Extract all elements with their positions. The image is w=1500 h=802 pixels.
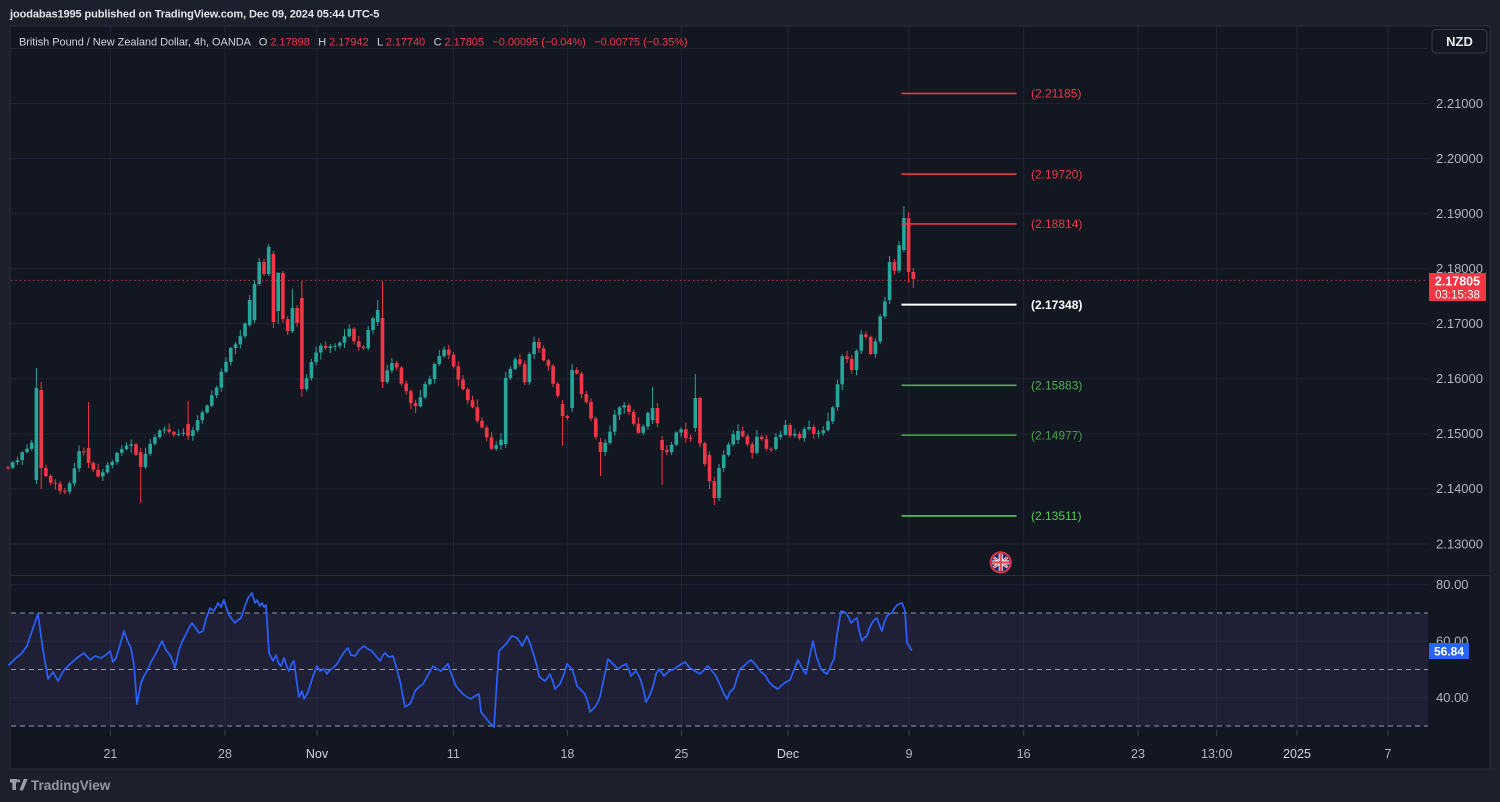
svg-text:2.15000: 2.15000 [1436,426,1483,441]
svg-text:2.14000: 2.14000 [1436,481,1483,496]
svg-text:Nov: Nov [306,747,329,761]
svg-text:2.17000: 2.17000 [1436,316,1483,331]
svg-text:2.18000: 2.18000 [1436,261,1483,276]
svg-text:40.00: 40.00 [1436,690,1469,705]
svg-text:23: 23 [1131,747,1145,761]
svg-text:80.00: 80.00 [1436,577,1469,592]
svg-text:2.19000: 2.19000 [1436,206,1483,221]
svg-text:21: 21 [103,747,117,761]
svg-text:2025: 2025 [1283,747,1311,761]
svg-text:9: 9 [906,747,913,761]
svg-text:7: 7 [1385,747,1392,761]
svg-text:13:00: 13:00 [1201,747,1232,761]
svg-text:(2.14977): (2.14977) [1031,429,1082,443]
svg-text:18: 18 [560,747,574,761]
svg-text:56.84: 56.84 [1434,644,1464,658]
svg-text:2.21000: 2.21000 [1436,96,1483,111]
svg-text:2.13000: 2.13000 [1436,536,1483,551]
svg-text:(2.15883): (2.15883) [1031,379,1082,393]
svg-text:28: 28 [218,747,232,761]
svg-text:25: 25 [674,747,688,761]
svg-text:TradingView: TradingView [31,778,111,793]
svg-text:2.20000: 2.20000 [1436,151,1483,166]
svg-text:(2.18814): (2.18814) [1031,217,1082,231]
svg-text:2.17805: 2.17805 [1435,275,1480,289]
svg-text:03:15:38: 03:15:38 [1435,290,1480,302]
svg-text:Dec: Dec [777,747,799,761]
svg-text:British Pound / New Zealand Do: British Pound / New Zealand Dollar, 4h, … [19,37,688,49]
svg-text:(2.13511): (2.13511) [1031,509,1081,523]
svg-text:NZD: NZD [1446,34,1473,49]
svg-text:(2.17348): (2.17348) [1031,298,1082,312]
svg-text:(2.21185): (2.21185) [1031,87,1081,101]
svg-text:11: 11 [447,747,460,761]
svg-text:2.16000: 2.16000 [1436,371,1483,386]
svg-text:(2.19720): (2.19720) [1031,167,1082,181]
svg-text:16: 16 [1017,747,1031,761]
svg-text:joodabas1995 published on Trad: joodabas1995 published on TradingView.co… [9,9,379,21]
